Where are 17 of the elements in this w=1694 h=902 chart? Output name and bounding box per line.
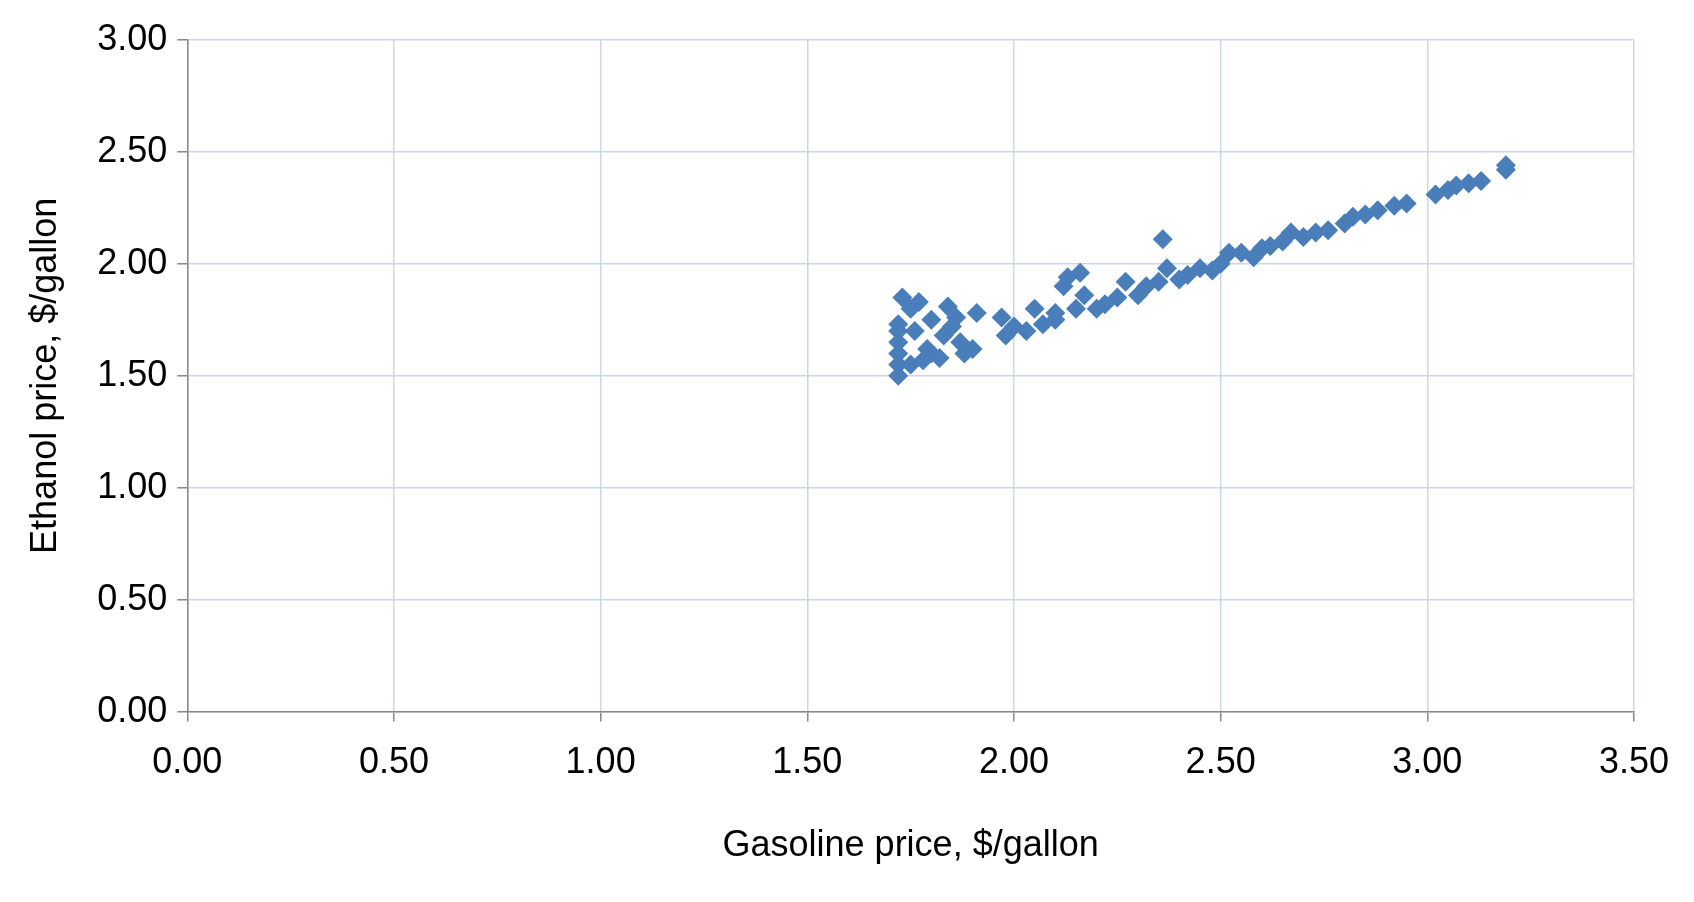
y-tick-label: 1.50 bbox=[97, 352, 168, 394]
x-axis-title: Gasoline price, $/gallon bbox=[722, 823, 1099, 865]
y-tick-label: 2.00 bbox=[97, 240, 168, 282]
y-axis-title: Ethanol price, $/gallon bbox=[22, 197, 64, 554]
y-tick-label: 3.00 bbox=[97, 16, 168, 58]
x-tick-label: 0.50 bbox=[358, 740, 429, 782]
x-tick-label: 3.00 bbox=[1392, 740, 1463, 782]
x-tick-label: 1.50 bbox=[772, 740, 843, 782]
x-tick-label: 2.50 bbox=[1185, 740, 1256, 782]
x-tick-label: 2.00 bbox=[978, 740, 1050, 782]
x-tick-label: 3.50 bbox=[1598, 740, 1670, 782]
y-tick-label: 1.00 bbox=[97, 464, 168, 506]
x-tick-label: 1.00 bbox=[565, 740, 636, 782]
y-tick-label: 2.50 bbox=[97, 128, 168, 170]
y-tick-label: 0.50 bbox=[97, 576, 168, 618]
x-tick-label: 0.00 bbox=[152, 740, 223, 782]
y-tick-label: 0.00 bbox=[97, 688, 168, 730]
